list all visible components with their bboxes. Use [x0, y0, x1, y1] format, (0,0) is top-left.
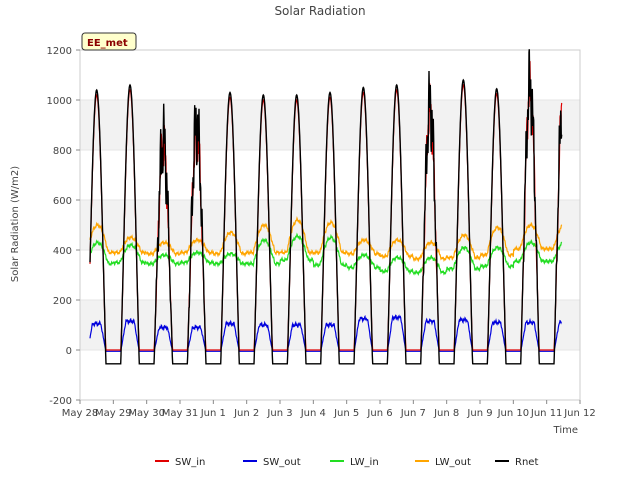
chart-title: Solar Radiation: [274, 4, 365, 18]
x-tick-label: Jun 1: [200, 408, 226, 419]
x-tick-label: Jun 9: [466, 408, 492, 419]
legend-item-lw-in: LW_in: [330, 457, 379, 468]
legend: SW_in SW_out LW_in LW_out Rnet: [155, 457, 538, 468]
x-tick-label: Jun 4: [300, 408, 326, 419]
y-tick-label: 800: [53, 146, 72, 157]
y-tick-label: -200: [49, 396, 72, 407]
x-tick-label: Jun 8: [433, 408, 459, 419]
legend-item-lw-out: LW_out: [415, 457, 471, 468]
y-tick-label: 200: [53, 296, 72, 307]
y-axis-title: Solar Radiation (W/m2): [10, 166, 21, 282]
x-tick-label: Jun 5: [333, 408, 359, 419]
legend-item-sw-in: SW_in: [155, 457, 205, 468]
x-tick-label: May 28: [62, 408, 99, 419]
station-badge: EE_met: [81, 32, 137, 51]
x-tick-label: Jun 12: [563, 408, 596, 419]
y-tick-label: 1200: [47, 46, 72, 57]
x-tick-label: Jun 7: [400, 408, 426, 419]
x-tick-label: May 31: [162, 408, 199, 419]
x-tick-label: May 30: [128, 408, 165, 419]
legend-label: LW_in: [350, 457, 379, 468]
station-badge-label: EE_met: [87, 38, 128, 49]
band: [80, 100, 580, 150]
x-tick-label: May 29: [95, 408, 132, 419]
legend-label: SW_out: [263, 457, 301, 468]
legend-item-rnet: Rnet: [495, 457, 538, 468]
x-tick-label: Jun 6: [366, 408, 392, 419]
plot-frame: [79, 49, 581, 401]
legend-label: SW_in: [175, 457, 205, 468]
y-tick-label: 600: [53, 196, 72, 207]
x-tick-label: Jun 10: [497, 408, 530, 419]
y-tick-label: 0: [66, 346, 72, 357]
y-tick-label: 400: [53, 246, 72, 257]
legend-label: LW_out: [435, 457, 471, 468]
x-tick-label: Jun 11: [530, 408, 563, 419]
series-layer: [89, 49, 563, 365]
y-tick-label: 1000: [47, 96, 72, 107]
x-tick-label: Jun 2: [233, 408, 259, 419]
x-tick-label: Jun 3: [266, 408, 292, 419]
legend-item-sw-out: SW_out: [243, 457, 301, 468]
series-line-sw-out: [89, 314, 562, 352]
series-line-rnet: [89, 49, 563, 365]
station-badge-box: [81, 32, 137, 51]
x-axis-title: Time: [553, 425, 578, 436]
legend-label: Rnet: [515, 457, 538, 468]
